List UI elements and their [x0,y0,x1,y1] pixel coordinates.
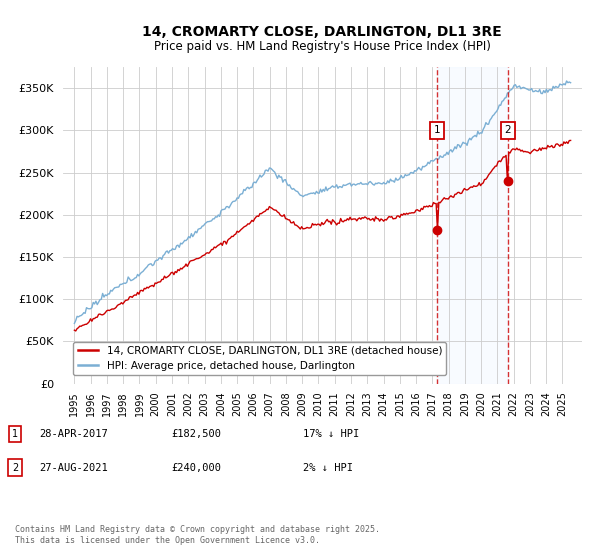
Text: £240,000: £240,000 [171,463,221,473]
Text: 14, CROMARTY CLOSE, DARLINGTON, DL1 3RE: 14, CROMARTY CLOSE, DARLINGTON, DL1 3RE [142,25,502,39]
Text: 2: 2 [505,125,511,136]
Legend: 14, CROMARTY CLOSE, DARLINGTON, DL1 3RE (detached house), HPI: Average price, de: 14, CROMARTY CLOSE, DARLINGTON, DL1 3RE … [73,342,446,375]
Text: 2% ↓ HPI: 2% ↓ HPI [303,463,353,473]
Text: 17% ↓ HPI: 17% ↓ HPI [303,429,359,439]
Bar [437,67,508,384]
Text: 27-AUG-2021: 27-AUG-2021 [39,463,108,473]
Text: £182,500: £182,500 [171,429,221,439]
Text: 2: 2 [12,463,18,473]
Text: 28-APR-2017: 28-APR-2017 [39,429,108,439]
Text: Price paid vs. HM Land Registry's House Price Index (HPI): Price paid vs. HM Land Registry's House … [154,40,491,53]
Text: 1: 1 [12,429,18,439]
Text: Contains HM Land Registry data © Crown copyright and database right 2025.
This d: Contains HM Land Registry data © Crown c… [15,525,380,545]
Text: 1: 1 [434,125,440,136]
